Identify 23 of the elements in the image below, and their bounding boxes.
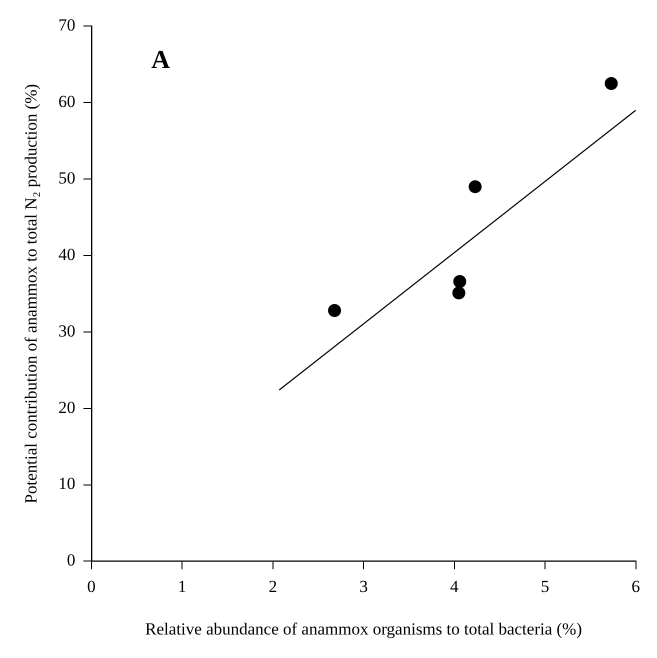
y-tick-label: 0 <box>66 550 76 570</box>
y-tick-label: 30 <box>58 321 76 340</box>
x-tick-label: 1 <box>178 576 186 596</box>
point <box>328 304 342 318</box>
y-tick-label: 10 <box>58 474 76 494</box>
y-tick-label: 50 <box>58 168 76 188</box>
x-tick-label: 0 <box>87 576 96 596</box>
y-tick-label: 70 <box>58 16 76 35</box>
y-tick-label: 40 <box>58 244 76 264</box>
point <box>468 180 482 194</box>
x-tick-label: 5 <box>540 576 550 596</box>
x-tick-label: 4 <box>450 576 460 596</box>
x-tick-label: 6 <box>632 576 640 596</box>
x-axis-title: Relative abundance of anammox organisms to total bacteria (%) <box>145 619 582 638</box>
y-tick-label: 60 <box>58 92 76 112</box>
y-tick-label: 20 <box>58 398 76 417</box>
point <box>453 274 466 288</box>
annotation: A <box>151 44 170 74</box>
y-axis-title: Potential contribution of anammox to total N₂ production (%) <box>22 84 41 504</box>
x-tick-label: 2 <box>268 576 278 596</box>
x-tick-label: 3 <box>359 576 368 596</box>
point <box>452 286 466 300</box>
point <box>604 77 618 90</box>
